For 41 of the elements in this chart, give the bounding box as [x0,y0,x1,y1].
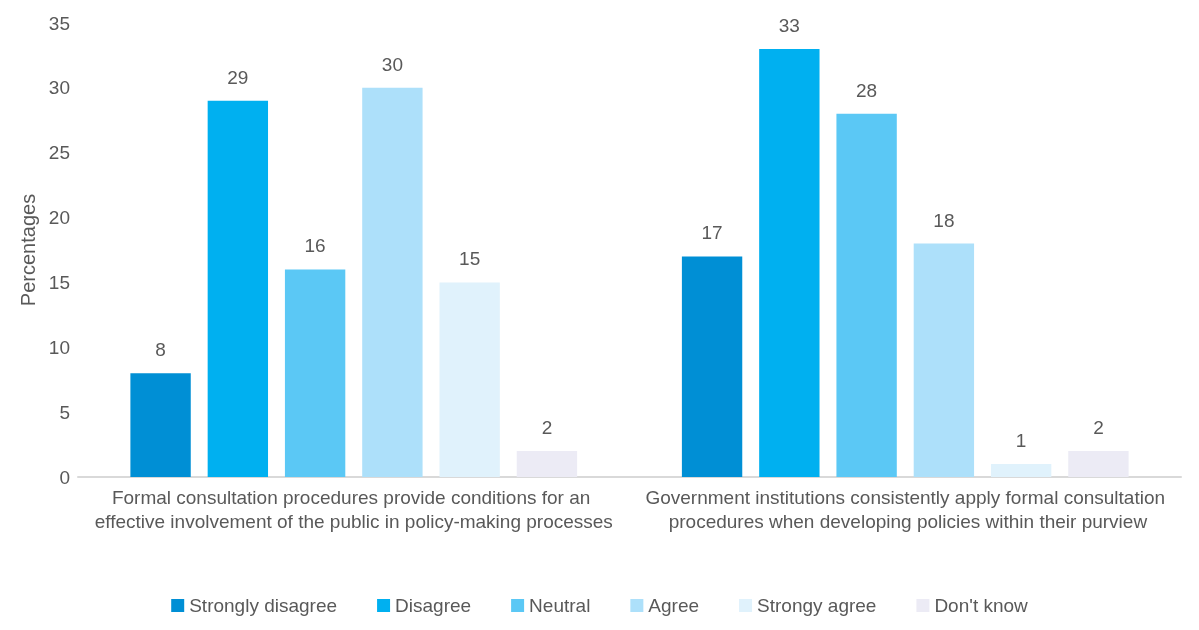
data-label: 15 [459,248,481,270]
data-label: 28 [856,79,878,101]
bar [836,113,897,477]
data-label: 8 [155,339,166,361]
legend-label: Strongly disagree [189,595,338,616]
legend-label: Don't know [934,595,1029,616]
y-tick-label: 15 [48,271,70,293]
legend-label: Neutral [529,595,591,616]
bar [284,269,346,477]
bar [439,282,500,477]
bar [207,100,269,477]
bar [130,373,191,477]
bar [759,48,820,477]
bar [362,87,423,477]
data-label: 1 [1015,430,1027,452]
legend-label: Agree [648,595,700,616]
y-tick-label: 20 [48,207,70,229]
y-tick-label: 0 [59,466,70,488]
data-label: 29 [227,66,249,88]
data-label: 16 [304,235,326,257]
legend-label: Strongy agree [757,595,877,616]
data-label: 33 [778,14,800,36]
data-label: 2 [541,417,553,439]
y-tick-label: 5 [59,401,70,423]
y-axis-title: Percentages [16,193,39,307]
bar [990,464,1052,477]
bar [1068,451,1129,477]
data-label: 17 [701,222,723,244]
bar [516,451,578,477]
x-tick-label: Formal consultation procedures provide conditions for an effective involvement of the public in policy-making processes [94,486,613,532]
y-tick-label: 30 [48,77,70,99]
bar [913,243,975,477]
bar [681,256,743,477]
y-tick-label: 25 [48,142,70,164]
legend-label: Disagree [395,595,472,616]
data-label: 2 [1093,417,1104,439]
data-label: 18 [933,209,955,231]
data-label: 30 [381,53,403,75]
y-tick-label: 35 [48,12,70,34]
x-tick-label: Government institutions consistently apply formal consultation procedures when developing policies within their purview [645,486,1166,532]
y-tick-label: 10 [48,336,70,358]
